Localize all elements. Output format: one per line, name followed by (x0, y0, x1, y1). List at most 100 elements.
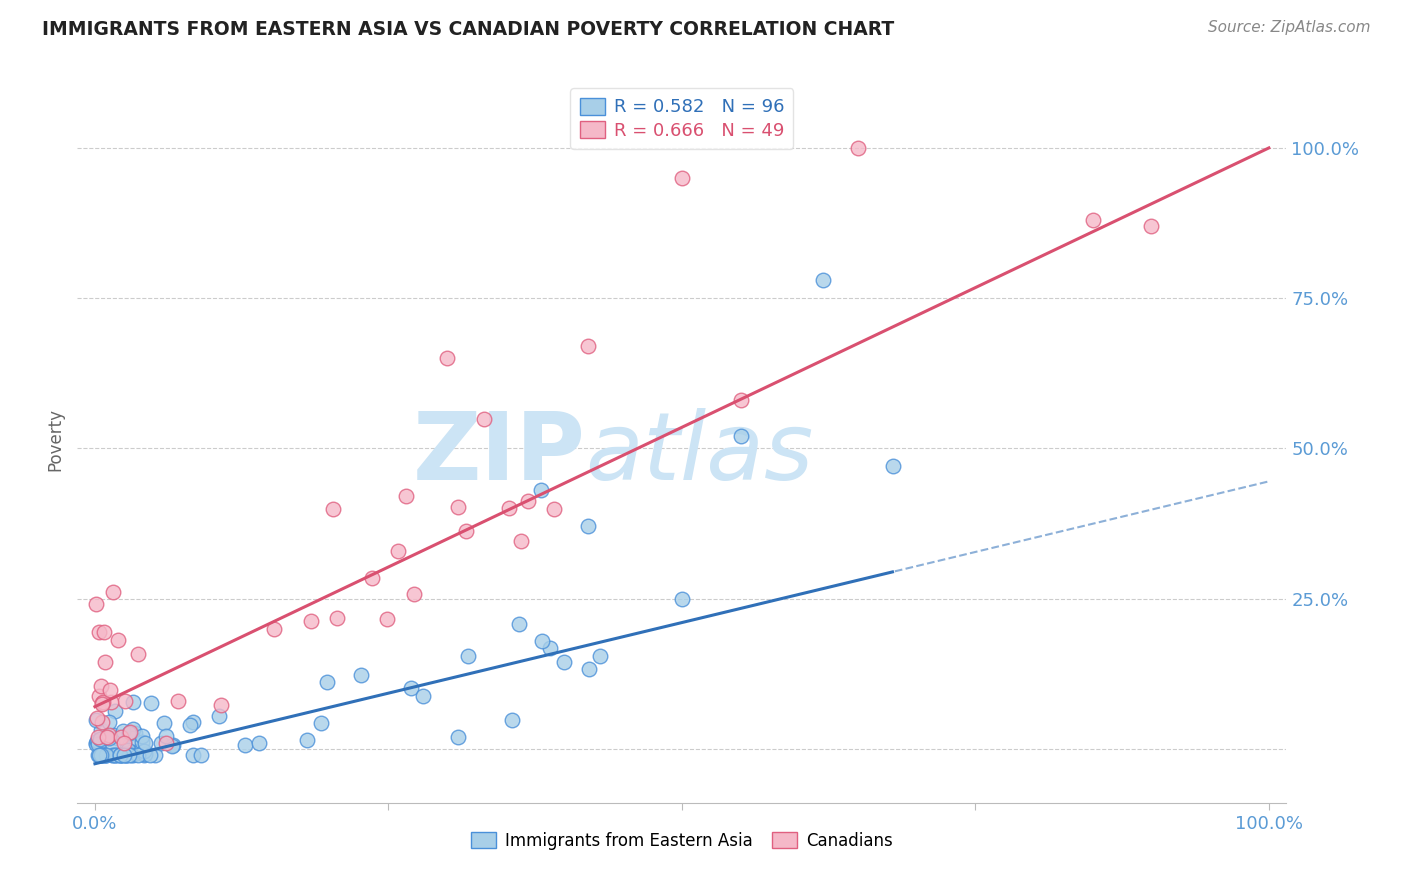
Point (103, 728, 125, 742)
Point (115, 747, 138, 762)
Point (121, 731, 143, 746)
Point (127, 648, 149, 662)
Point (457, 648, 479, 663)
Point (412, 689, 434, 703)
Point (84, 736, 107, 750)
Point (90, 680, 112, 694)
Point (91, 695, 114, 709)
Point (114, 693, 136, 707)
Text: IMMIGRANTS FROM EASTERN ASIA VS CANADIAN POVERTY CORRELATION CHART: IMMIGRANTS FROM EASTERN ASIA VS CANADIAN… (42, 20, 894, 38)
Point (100, 695, 122, 709)
Point (501, 713, 523, 727)
Point (110, 730, 132, 744)
Point (89, 747, 111, 762)
Point (326, 611, 349, 625)
Point (120, 747, 142, 762)
Point (530, 483, 553, 498)
Point (162, 739, 184, 753)
Point (530, 633, 553, 648)
Point (134, 747, 156, 762)
Point (395, 489, 418, 503)
Point (233, 738, 256, 752)
Point (124, 746, 146, 760)
Point (122, 695, 145, 709)
Point (96, 747, 118, 762)
Point (179, 717, 201, 731)
Point (111, 723, 134, 738)
Text: Source: ZipAtlas.com: Source: ZipAtlas.com (1208, 20, 1371, 35)
Point (87, 625, 110, 640)
Point (90, 747, 112, 762)
Point (107, 632, 129, 647)
Point (105, 747, 128, 762)
Point (110, 747, 132, 762)
Point (155, 736, 177, 750)
Point (309, 715, 332, 730)
Point (90, 747, 112, 762)
Point (93, 747, 115, 762)
Point (576, 519, 599, 533)
Point (208, 708, 231, 723)
Point (181, 714, 204, 729)
Point (299, 614, 322, 628)
Point (155, 729, 177, 743)
Point (399, 681, 422, 696)
Point (846, 141, 869, 155)
Point (101, 747, 124, 762)
Point (84, 737, 107, 751)
Point (139, 696, 162, 710)
Point (90, 747, 112, 762)
Point (730, 429, 752, 443)
Point (402, 587, 425, 601)
Point (105, 731, 128, 745)
Point (190, 747, 212, 762)
Point (108, 747, 131, 762)
Point (882, 459, 904, 474)
Point (576, 339, 599, 353)
Point (209, 698, 232, 713)
Point (96, 730, 118, 744)
Point (160, 739, 183, 753)
Point (152, 715, 174, 730)
Point (446, 730, 468, 744)
Point (97, 728, 120, 742)
Point (498, 501, 520, 516)
Point (90, 715, 112, 730)
Point (472, 412, 495, 426)
Point (578, 661, 600, 675)
Point (118, 747, 141, 762)
Point (93, 655, 115, 669)
Point (115, 747, 138, 762)
Text: atlas: atlas (585, 409, 814, 500)
Point (89, 689, 111, 703)
Legend: Immigrants from Eastern Asia, Canadians: Immigrants from Eastern Asia, Canadians (464, 825, 900, 856)
Point (118, 725, 141, 739)
Point (456, 524, 478, 539)
Point (104, 747, 127, 762)
Point (112, 736, 135, 750)
Point (1140, 219, 1163, 233)
Point (134, 736, 156, 750)
Point (118, 725, 141, 739)
Point (553, 655, 575, 669)
Point (129, 744, 152, 758)
Point (108, 747, 131, 762)
Point (131, 729, 153, 743)
Point (139, 747, 162, 762)
Point (436, 351, 458, 366)
Point (91, 747, 114, 762)
Point (87, 747, 110, 762)
Point (98, 731, 121, 745)
Point (132, 747, 155, 762)
Point (108, 747, 131, 762)
Point (263, 622, 285, 636)
Point (361, 571, 384, 585)
Point (91, 696, 114, 710)
Point (131, 735, 153, 749)
Point (87, 730, 110, 744)
Point (730, 393, 752, 408)
Point (94, 747, 117, 762)
Point (97, 715, 120, 730)
Point (447, 500, 470, 515)
Point (90, 697, 112, 711)
